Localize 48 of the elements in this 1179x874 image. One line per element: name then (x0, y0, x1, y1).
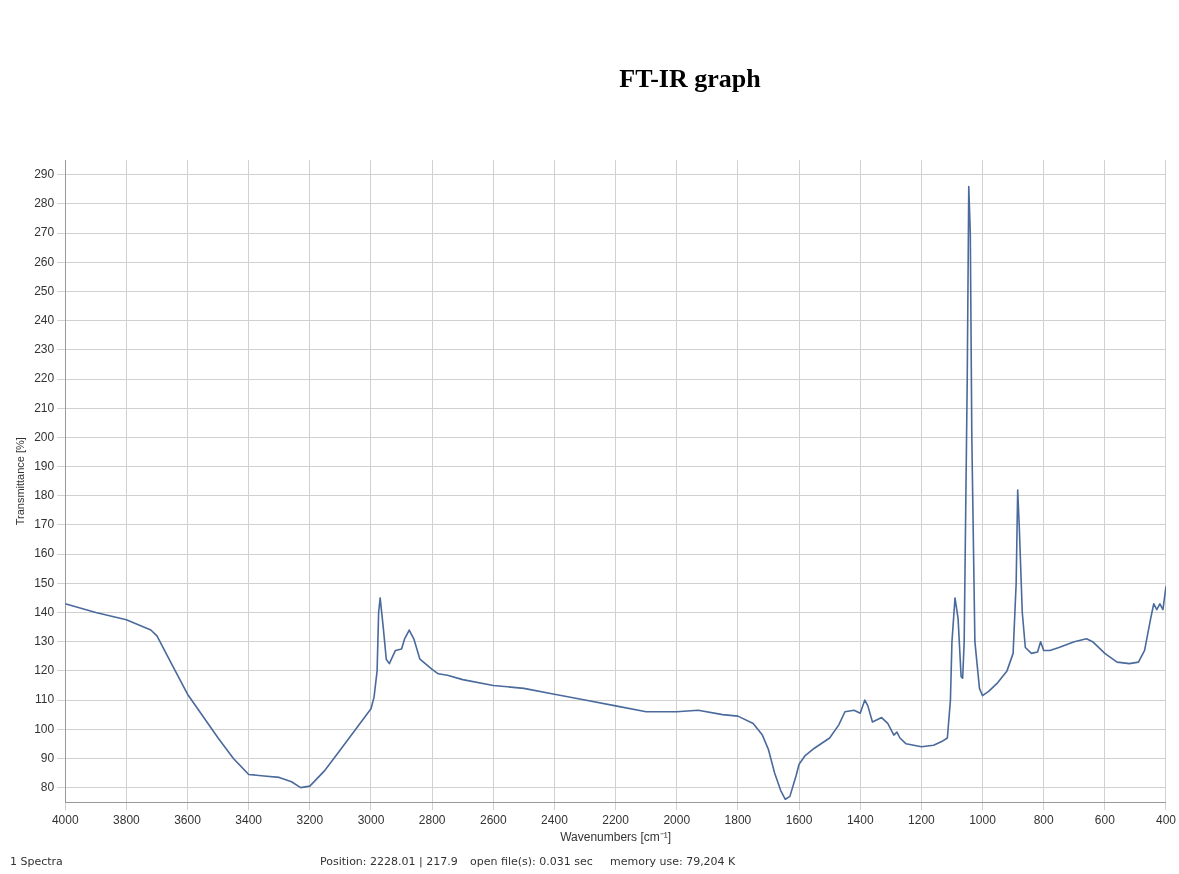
y-tick-label: 110 (35, 692, 55, 707)
y-tick-label: 290 (34, 167, 55, 182)
x-tick-label: 1200 (908, 812, 936, 827)
y-tick-label: 230 (34, 342, 55, 357)
y-tick-label: 170 (34, 517, 55, 532)
y-tick-label: 140 (34, 604, 55, 619)
y-tick-label: 120 (34, 663, 55, 678)
x-tick-label: 1800 (724, 812, 752, 827)
y-tick-label: 190 (34, 458, 55, 473)
text: Position: 2228.01 | 217.9 (320, 855, 458, 868)
x-tick-label: 400 (1155, 812, 1177, 827)
text: memory use: 79,204 K (610, 855, 736, 868)
y-tick-label: 80 (40, 779, 55, 794)
y-tick-label: 90 (40, 750, 55, 765)
x-tick-label: 1400 (846, 812, 874, 827)
x-axis-title: Wavenumbers [cm⁻¹] (560, 830, 672, 845)
y-tick-label: 260 (34, 254, 55, 269)
x-tick-label: 1600 (785, 812, 813, 827)
text: 1 Spectra (10, 855, 63, 868)
x-tick-label: 3200 (296, 812, 324, 827)
y-axis-title: Transmittance [%] (13, 437, 26, 526)
y-tick-label: 270 (34, 225, 55, 240)
y-tick-label: 130 (34, 634, 55, 649)
x-tick-label: 2800 (418, 812, 446, 827)
x-tick-label: 800 (1033, 812, 1055, 827)
x-tick-label: 3400 (235, 812, 263, 827)
x-tick-label: 3600 (174, 812, 202, 827)
y-tick-label: 180 (34, 488, 55, 503)
x-tick-label: 2600 (479, 812, 507, 827)
x-tick-label: 2200 (602, 812, 630, 827)
x-tick-label: 4000 (51, 812, 79, 827)
y-tick-label: 150 (34, 575, 55, 590)
y-tick-label: 200 (34, 429, 55, 444)
y-tick-label: 100 (34, 721, 55, 736)
x-tick-label: 1000 (969, 812, 997, 827)
y-tick-label: 160 (34, 546, 55, 561)
y-tick-label: 220 (34, 371, 55, 386)
y-tick-label: 210 (34, 400, 55, 415)
y-tick-label: 250 (34, 283, 55, 298)
y-tick-label: 280 (34, 196, 55, 211)
y-tick-label: 240 (34, 313, 55, 328)
text: open file(s): 0.031 sec (470, 855, 593, 868)
x-tick-label: 2400 (541, 812, 569, 827)
x-tick-label: 3800 (113, 812, 141, 827)
x-tick-label: 2000 (663, 812, 691, 827)
x-tick-label: 3000 (357, 812, 385, 827)
x-tick-label: 600 (1094, 812, 1116, 827)
chart-title: FT-IR graph (618, 64, 762, 94)
